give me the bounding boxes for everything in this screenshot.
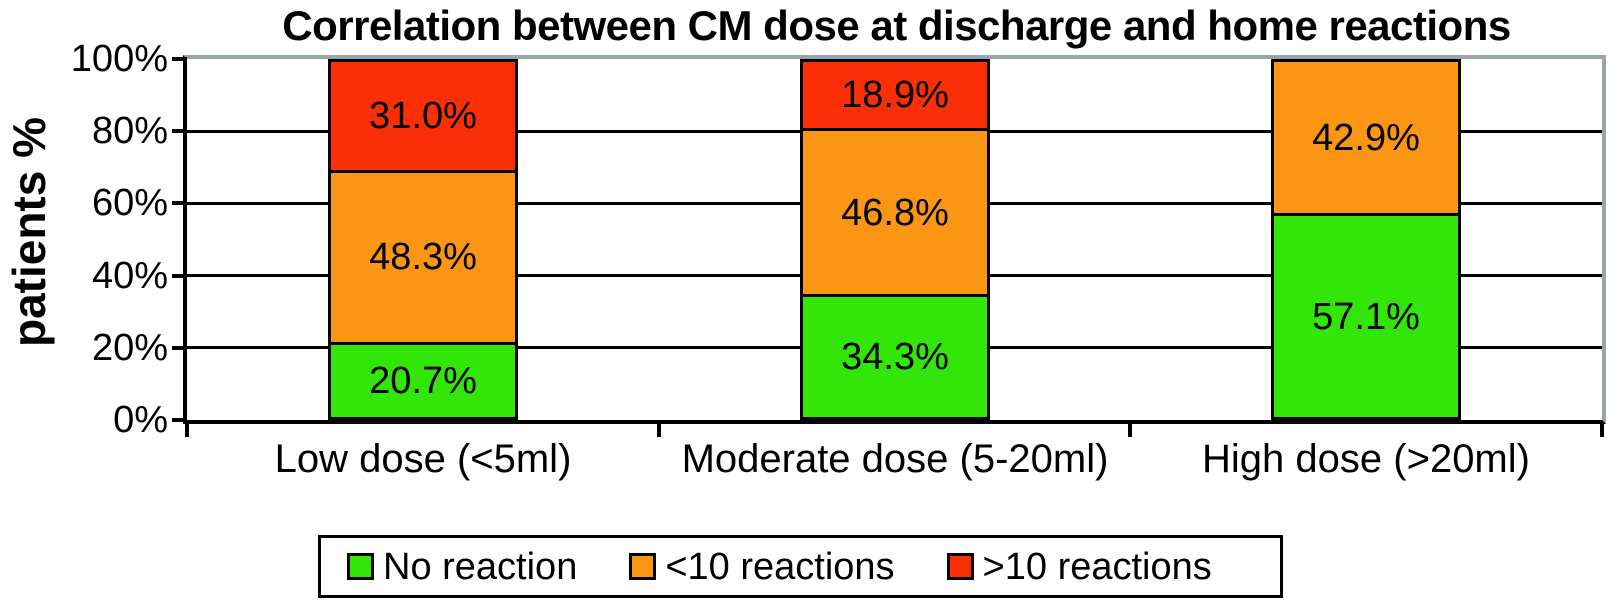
y-axis-label: patients % <box>3 116 55 348</box>
legend-swatch-10-reactions <box>629 553 657 580</box>
bar-high-dose-20ml: 42.9% 57.1% <box>1271 59 1461 420</box>
legend-item-10-reactions: <10 reactions <box>629 545 895 588</box>
y-tick-mark <box>172 418 187 422</box>
segment-value-label: 34.3% <box>841 336 949 379</box>
segment-value-label: 48.3% <box>369 236 477 279</box>
x-tick-mark <box>185 424 189 437</box>
segment-value-label: 31.0% <box>369 95 477 138</box>
x-tick-mark <box>1128 424 1132 437</box>
bar-segment-10-reactions: 48.3% <box>331 170 515 342</box>
legend-item-no-reaction: No reaction <box>347 546 577 588</box>
x-category-label-moderate-dose-5-20ml: Moderate dose (5-20ml) <box>681 437 1109 481</box>
segment-value-label: 46.8% <box>841 191 949 234</box>
bar-segment-10-reactions: 42.9% <box>1274 62 1458 214</box>
legend-swatch-no-reaction <box>347 553 374 580</box>
y-tick-mark <box>172 129 187 133</box>
legend-label: No reaction <box>383 545 578 588</box>
y-tick-label-100: 100% <box>70 38 168 80</box>
x-tick-mark <box>1600 424 1604 437</box>
plot-inner: 31.0% 48.3% 20.7% 18.9% 46.8% 34.3% 42.9% 57.1% <box>187 59 1602 420</box>
segment-value-label: 42.9% <box>1312 116 1420 159</box>
y-tick-label-20: 20% <box>91 327 168 369</box>
bar-moderate-dose-5-20ml: 18.9% 46.8% 34.3% <box>800 59 990 420</box>
bar-segment-no-reaction: 34.3% <box>803 294 987 417</box>
bar-segment-10-reactions: 31.0% <box>331 62 515 171</box>
y-tick-label-80: 80% <box>91 110 168 152</box>
chart-title: Correlation between CM dose at discharge… <box>282 2 1511 49</box>
legend-box: No reaction <10 reactions >10 reactions <box>318 535 1283 598</box>
bar-low-dose-5ml: 31.0% 48.3% 20.7% <box>328 59 518 420</box>
legend-label: <10 reactions <box>665 545 895 588</box>
segment-value-label: 57.1% <box>1312 295 1420 338</box>
y-tick-mark <box>172 274 187 278</box>
bar-segment-10-reactions: 46.8% <box>803 127 987 295</box>
y-tick-label-0: 0% <box>113 399 168 441</box>
bar-segment-10-reactions: 18.9% <box>803 62 987 128</box>
y-tick-mark <box>172 201 187 205</box>
bar-segment-no-reaction: 20.7% <box>331 341 515 417</box>
x-tick-mark <box>657 424 661 437</box>
segment-value-label: 20.7% <box>369 359 477 402</box>
legend-item-10-reactions: >10 reactions <box>946 545 1212 588</box>
y-tick-mark <box>172 57 187 61</box>
y-tick-label-40: 40% <box>91 255 168 297</box>
legend-swatch-10-reactions <box>946 553 974 580</box>
segment-value-label: 18.9% <box>841 73 949 116</box>
y-tick-mark <box>172 346 187 350</box>
y-tick-label-60: 60% <box>91 182 168 224</box>
x-category-label-low-dose-5ml: Low dose (<5ml) <box>274 437 572 481</box>
bar-segment-no-reaction: 57.1% <box>1274 213 1458 417</box>
x-category-label-high-dose-20ml: High dose (>20ml) <box>1202 437 1530 481</box>
legend-label: >10 reactions <box>982 545 1212 588</box>
